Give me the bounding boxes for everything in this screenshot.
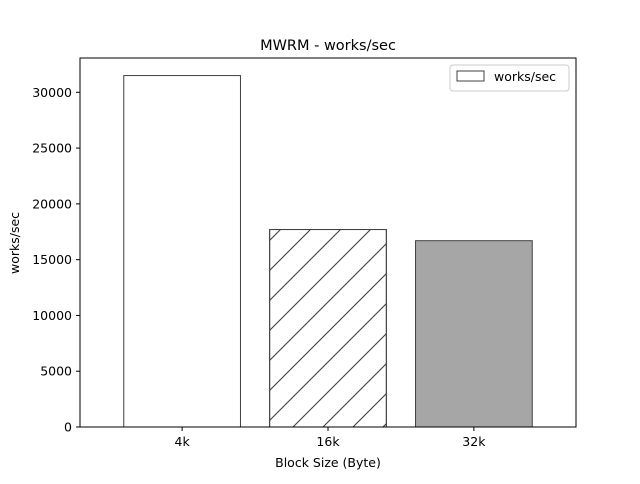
legend-swatch: [456, 70, 485, 82]
x-axis-label: Block Size (Byte): [275, 455, 381, 470]
y-axis-ticks: 0 5000 10000 15000 20000 25000 30000: [32, 85, 80, 435]
x-tick-label: 16k: [316, 434, 340, 449]
y-tick-label: 0: [64, 420, 72, 435]
x-axis-ticks: 4k 16k 32k: [175, 427, 486, 449]
chart-title: MWRM - works/sec: [260, 38, 396, 54]
x-tick-label: 4k: [175, 434, 191, 449]
y-tick-label: 20000: [32, 196, 72, 211]
y-axis-label: works/sec: [7, 212, 22, 274]
y-tick-label: 30000: [32, 85, 72, 100]
bar-hatch-16k: [269, 229, 387, 428]
x-tick-label: 32k: [462, 434, 486, 449]
y-tick-label: 25000: [32, 141, 72, 156]
y-tick-label: 10000: [32, 308, 72, 323]
y-tick-label: 5000: [40, 364, 72, 379]
bar-4k: [123, 75, 241, 428]
y-tick-label: 15000: [32, 252, 72, 267]
bar-32k: [415, 240, 533, 428]
legend: works/sec: [449, 64, 570, 92]
plot-area-frame: [79, 57, 577, 428]
bars-group: [123, 75, 533, 428]
legend-label: works/sec: [494, 69, 556, 84]
